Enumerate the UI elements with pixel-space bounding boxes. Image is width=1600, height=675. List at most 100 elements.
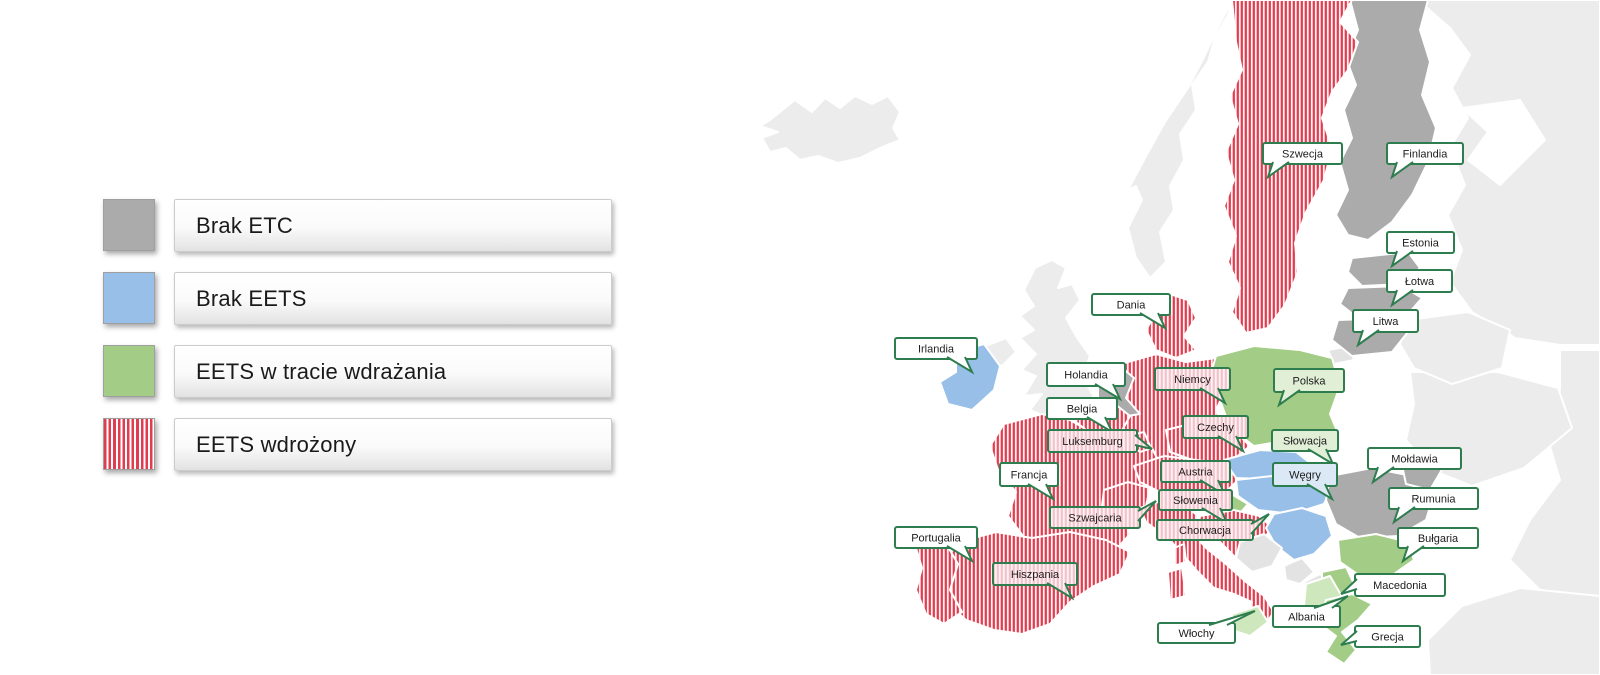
- country-label-czechy: Czechy: [1197, 422, 1234, 434]
- country-label-holandia: Holandia: [1064, 370, 1108, 382]
- legend-label-eets-implementing: EETS w tracie wdrażania: [196, 358, 447, 384]
- country-label-slowacja: Słowacja: [1283, 436, 1328, 448]
- country-callout-box-belgia: [1046, 397, 1118, 420]
- country-callout-tail-luksemburg: [1134, 434, 1153, 450]
- legend-bar-eets-implementing: EETS w tracie wdrażania: [174, 345, 612, 398]
- country-callout-box-holandia: [1046, 362, 1126, 387]
- country-label-finlandia: Finlandia: [1403, 149, 1449, 161]
- legend: Brak ETC Brak EETS EETS w tracie wdrażan…: [103, 199, 623, 491]
- country-callout-moldawia: Mołdawia: [1367, 447, 1462, 485]
- shape-sardinia: [1167, 567, 1187, 601]
- country-callout-box-polska: [1273, 368, 1345, 393]
- legend-swatch-brak-eets: [103, 272, 155, 324]
- country-callout-finlandia: Finlandia: [1386, 142, 1464, 180]
- country-label-austria: Austria: [1178, 467, 1213, 479]
- shape-lake-wedge: [1461, 99, 1546, 186]
- country-callout-tail-hiszpania: [1046, 582, 1075, 601]
- country-label-luksemburg: Luksemburg: [1062, 436, 1123, 448]
- country-callout-box-bulgaria: [1397, 527, 1479, 549]
- country-label-szwecja: Szwecja: [1282, 149, 1324, 161]
- country-callout-macedonia: Macedonia: [1340, 573, 1446, 597]
- country-label-wlochy: Włochy: [1178, 628, 1215, 640]
- country-callout-portugalia: Portugalia: [894, 526, 978, 564]
- country-callout-estonia: Estonia: [1386, 231, 1455, 269]
- country-callout-tail-portugalia: [946, 545, 975, 564]
- country-callout-rumunia: Rumunia: [1388, 487, 1479, 525]
- country-callout-tail-rumunia: [1392, 506, 1416, 525]
- country-callout-tail-wegry: [1306, 483, 1335, 502]
- country-label-litwa: Litwa: [1373, 316, 1400, 328]
- country-callout-szwajcaria: Szwajcaria: [1049, 500, 1157, 529]
- country-label-lotwa: Łotwa: [1405, 276, 1435, 288]
- legend-swatch-eets-implementing: [103, 345, 155, 397]
- shape-portugal: [915, 539, 963, 625]
- country-callout-tail-niemcy: [1199, 387, 1228, 406]
- country-label-dania: Dania: [1117, 300, 1147, 312]
- legend-row-eets-deployed: EETS wdrożony: [103, 418, 623, 471]
- country-callout-irlandia: Irlandia: [894, 337, 978, 375]
- country-callout-tail-irlandia: [946, 356, 975, 375]
- country-label-francja: Francja: [1011, 470, 1049, 482]
- country-callout-belgia: Belgia: [1046, 397, 1118, 435]
- shape-iceland: [759, 95, 901, 164]
- country-callout-box-hiszpania: [992, 562, 1078, 586]
- country-label-albania: Albania: [1288, 612, 1326, 624]
- shape-montenegro: [1283, 557, 1315, 585]
- shape-norway: [1127, 0, 1233, 279]
- country-callout-box-austria: [1160, 460, 1231, 483]
- country-callout-chorwacja: Chorwacja: [1156, 513, 1270, 541]
- country-callout-tail-finlandia: [1390, 161, 1414, 180]
- country-callout-luksemburg: Luksemburg: [1047, 429, 1153, 453]
- legend-label-brak-etc: Brak ETC: [196, 212, 293, 238]
- legend-label-eets-deployed: EETS wdrożony: [196, 431, 357, 457]
- shape-ireland: [939, 343, 1001, 411]
- legend-label-brak-eets: Brak EETS: [196, 285, 307, 311]
- country-callout-hiszpania: Hiszpania: [992, 562, 1078, 601]
- country-callout-litwa: Litwa: [1352, 309, 1419, 348]
- country-callout-niemcy: Niemcy: [1154, 367, 1231, 406]
- legend-row-brak-etc: Brak ETC: [103, 199, 623, 252]
- country-callout-bulgaria: Bułgaria: [1397, 527, 1479, 564]
- country-callout-grecja: Grecja: [1340, 625, 1421, 648]
- country-callout-tail-grecja: [1340, 630, 1358, 646]
- country-callout-tail-lotwa: [1390, 289, 1414, 308]
- country-callout-polska: Polska: [1273, 368, 1345, 408]
- shape-turkey: [1427, 587, 1600, 675]
- country-label-irlandia: Irlandia: [918, 344, 955, 356]
- country-label-wegry: Węgry: [1289, 470, 1321, 482]
- country-label-grecja: Grecja: [1371, 632, 1404, 644]
- country-callout-box-czechy: [1182, 415, 1249, 439]
- legend-row-brak-eets: Brak EETS: [103, 272, 623, 325]
- shape-sweden: [1223, 0, 1359, 334]
- country-label-portugalia: Portugalia: [911, 533, 961, 545]
- country-callout-box-rumunia: [1388, 487, 1479, 510]
- country-callout-box-slowenia: [1158, 489, 1233, 511]
- country-label-estonia: Estonia: [1402, 238, 1440, 250]
- shape-serbia: [1265, 507, 1333, 561]
- country-callout-box-estonia: [1386, 231, 1455, 254]
- country-callout-tail-czechy: [1217, 435, 1246, 454]
- country-label-chorwacja: Chorwacja: [1179, 525, 1232, 537]
- country-callout-dania: Dania: [1091, 293, 1171, 331]
- country-callout-box-francja: [999, 462, 1059, 487]
- country-callout-francja: Francja: [999, 462, 1059, 502]
- country-callout-box-wegry: [1272, 462, 1338, 487]
- legend-swatch-brak-etc: [103, 199, 155, 251]
- country-callout-slowacja: Słowacja: [1271, 429, 1339, 467]
- legend-bar-eets-deployed: EETS wdrożony: [174, 418, 612, 471]
- country-callout-tail-wlochy: [1208, 610, 1256, 626]
- country-label-szwajcaria: Szwajcaria: [1068, 513, 1122, 525]
- country-callout-czechy: Czechy: [1182, 415, 1249, 454]
- country-label-bulgaria: Bułgaria: [1418, 533, 1459, 545]
- country-callout-szwecja: Szwecja: [1262, 142, 1343, 180]
- country-callout-box-moldawia: [1367, 447, 1462, 470]
- legend-swatch-eets-deployed: [103, 418, 155, 470]
- country-callout-box-irlandia: [894, 337, 978, 360]
- country-callout-box-szwecja: [1262, 142, 1343, 165]
- country-label-slowenia: Słowenia: [1173, 495, 1219, 507]
- country-label-hiszpania: Hiszpania: [1011, 569, 1060, 581]
- legend-row-eets-implementing: EETS w tracie wdrażania: [103, 345, 623, 398]
- shape-uk: [1019, 259, 1095, 419]
